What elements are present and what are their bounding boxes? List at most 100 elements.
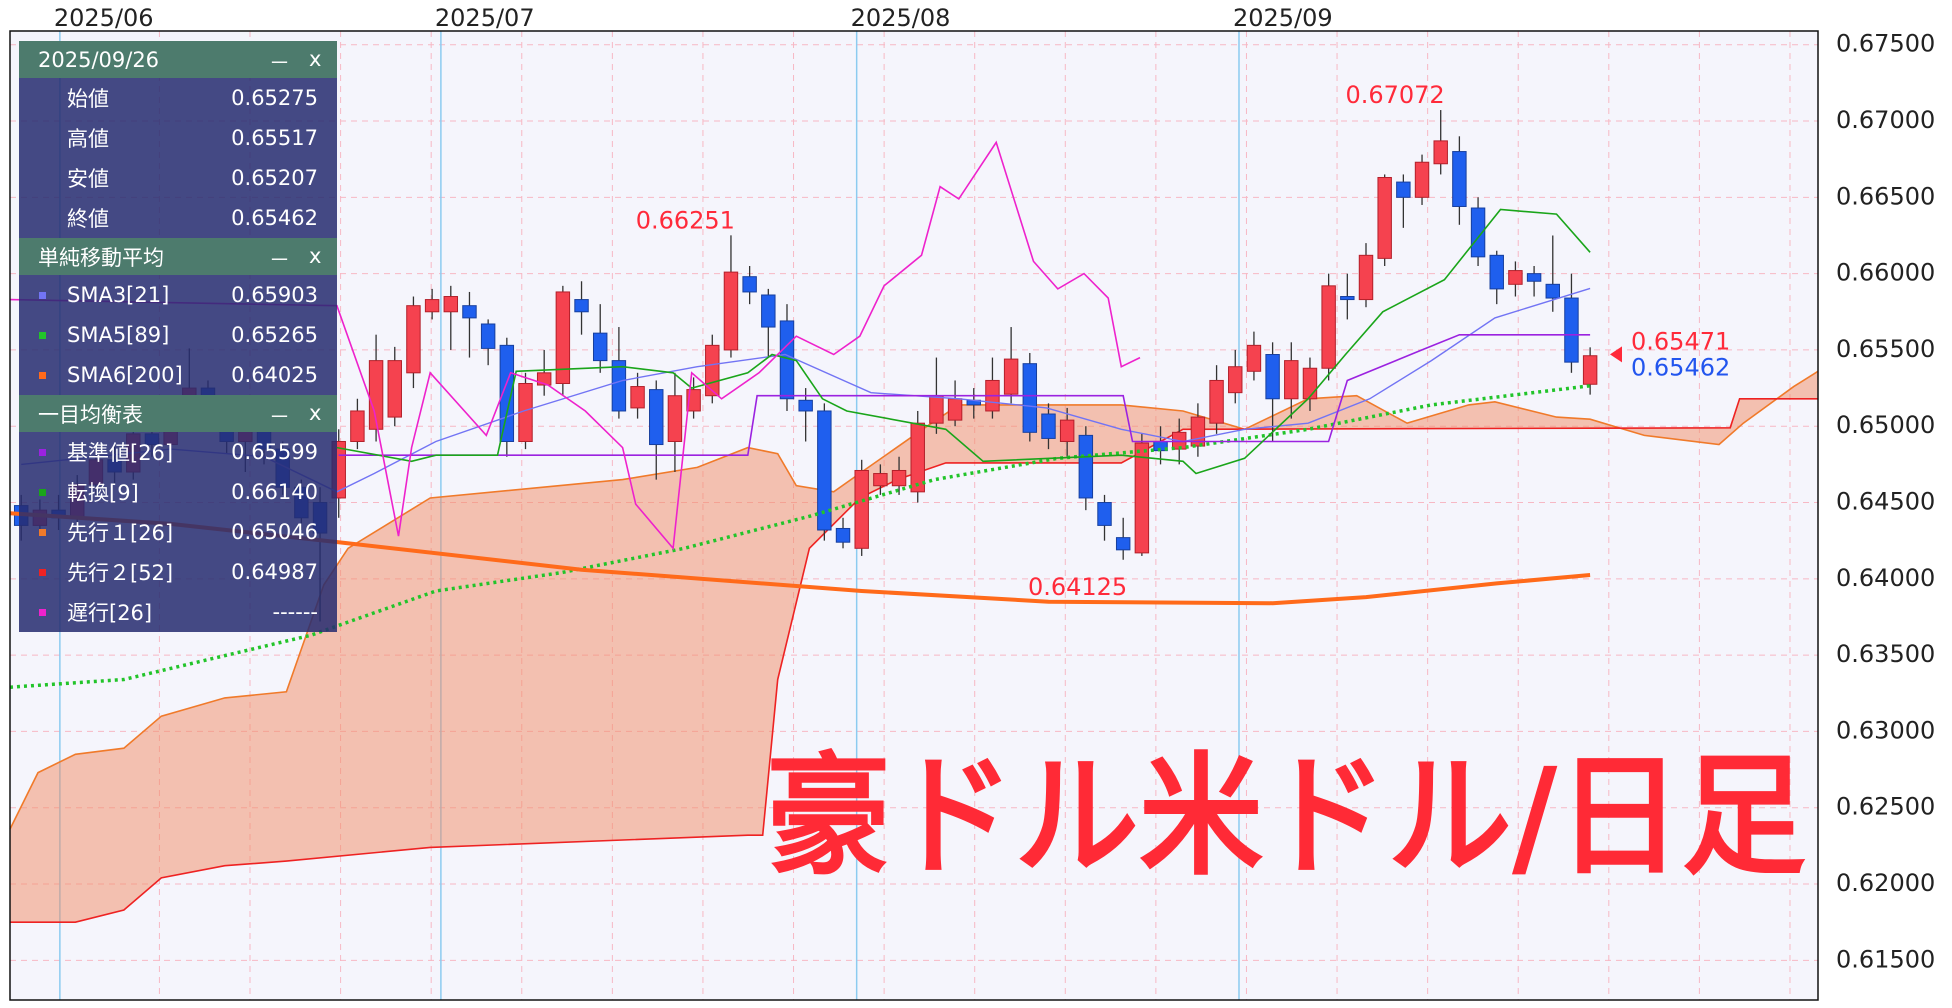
plot-border — [9, 30, 1819, 1001]
candle-body — [723, 271, 739, 351]
indicator-value: 0.64025 — [231, 363, 318, 387]
minimize-button[interactable]: － — [269, 51, 290, 75]
high-low-label: 0.66251 — [636, 206, 735, 234]
price-label: 0.65471 — [1631, 327, 1730, 355]
ohlc-row: 高値 0.65517 — [19, 118, 337, 158]
y-tick-label: 0.65500 — [1836, 335, 1935, 363]
y-tick-label: 0.62000 — [1836, 869, 1935, 897]
indicator-row: 先行２[52] 0.64987 — [19, 552, 337, 592]
ohlc-value: 0.65275 — [231, 86, 318, 110]
y-tick-label: 0.61500 — [1836, 945, 1935, 973]
ohlc-label: 安値 — [67, 167, 109, 191]
panel-header: 単純移動平均 － x — [19, 238, 337, 275]
ohlc-value: 0.65207 — [231, 166, 318, 190]
y-tick-label: 0.67000 — [1836, 106, 1935, 134]
minimize-button[interactable]: － — [269, 248, 290, 272]
close-button[interactable]: x — [309, 401, 322, 425]
x-tick-label: 2025/09 — [1233, 4, 1333, 32]
legend-swatch — [39, 609, 46, 616]
candle-body — [1433, 140, 1448, 165]
candle-body — [1489, 254, 1504, 290]
candle-body — [1396, 181, 1411, 198]
chart-title: 豪ドル米ドル/日足 — [766, 740, 1806, 894]
candle-body — [387, 360, 402, 418]
candle-body — [1414, 161, 1430, 198]
indicator-line — [9, 140, 1141, 551]
candle-body — [929, 395, 944, 424]
candle-body — [350, 410, 365, 442]
candle-body — [1284, 360, 1299, 400]
ohlc-label: 終値 — [67, 207, 109, 231]
panel-header-title: 一目均衡表 — [38, 402, 143, 427]
legend-label: 基準値[26] — [67, 441, 174, 465]
candle-body — [947, 398, 963, 421]
candle-body — [1377, 176, 1392, 259]
indicator-value: 0.65599 — [231, 440, 318, 464]
candle-body — [592, 332, 608, 362]
close-button[interactable]: x — [309, 47, 322, 71]
candle-body — [649, 389, 664, 446]
x-tick-label: 2025/06 — [54, 4, 154, 32]
legend-swatch — [39, 569, 46, 576]
indicator-value: ------ — [272, 600, 318, 624]
candle-body — [1041, 413, 1056, 439]
legend-swatch — [39, 372, 46, 379]
indicator-line — [9, 384, 1591, 689]
indicator-row: 遅行[26] ------ — [19, 592, 337, 632]
legend-swatch — [39, 292, 46, 299]
candle-body — [574, 299, 589, 313]
candle-body — [611, 360, 627, 412]
legend-swatch — [39, 332, 46, 339]
candle-body — [1302, 367, 1318, 400]
candle-body — [817, 410, 832, 531]
candle-body — [1246, 344, 1262, 372]
legend-label: SMA6[200] — [67, 363, 183, 387]
candle-body — [480, 323, 496, 349]
candle-body — [1134, 442, 1150, 554]
candle-body — [1321, 285, 1336, 369]
y-tick-label: 0.67500 — [1836, 30, 1935, 58]
y-tick-label: 0.66000 — [1836, 259, 1935, 287]
close-button[interactable]: x — [309, 244, 322, 268]
high-low-label: 0.67072 — [1345, 81, 1444, 109]
y-tick-label: 0.64500 — [1836, 488, 1935, 516]
candle-body — [761, 294, 776, 328]
candle-body — [1228, 366, 1243, 394]
candle-body — [1115, 537, 1131, 551]
candle-body — [873, 473, 888, 487]
indicator-row: 基準値[26] 0.65599 — [19, 432, 337, 472]
candle-body — [835, 527, 851, 543]
y-tick-label: 0.66500 — [1836, 182, 1935, 210]
indicator-value: 0.65046 — [231, 520, 318, 544]
ohlc-label: 始値 — [67, 87, 109, 111]
minimize-button[interactable]: － — [269, 405, 290, 429]
candle-body — [1452, 151, 1467, 207]
y-tick-label: 0.65000 — [1836, 411, 1935, 439]
legend-label: 遅行[26] — [67, 601, 153, 625]
candle-body — [1582, 355, 1598, 385]
legend-label: 転換[9] — [67, 481, 139, 505]
candle-body — [891, 469, 907, 487]
candle-body — [1340, 296, 1355, 301]
candle-body — [462, 305, 477, 319]
candle-body — [1358, 254, 1374, 301]
indicator-line — [21, 287, 1591, 493]
candle-body — [742, 276, 757, 293]
candle-body — [854, 469, 869, 549]
candle-body — [406, 305, 421, 374]
indicator-row: SMA5[89] 0.65265 — [19, 315, 337, 355]
candle-body — [1059, 419, 1075, 442]
panel-header: 一目均衡表 － x — [19, 395, 337, 432]
indicator-line — [9, 370, 1819, 830]
ohlc-label: 高値 — [67, 127, 109, 151]
indicator-row: SMA6[200] 0.64025 — [19, 355, 337, 395]
ohlc-value: 0.65517 — [231, 126, 318, 150]
candle-body — [630, 386, 645, 409]
candle-body — [910, 422, 925, 493]
candle-body — [1022, 363, 1038, 433]
candle-body — [667, 395, 683, 442]
indicator-row: 転換[9] 0.66140 — [19, 472, 337, 512]
candle-body — [424, 299, 440, 313]
indicator-line — [10, 398, 1818, 923]
